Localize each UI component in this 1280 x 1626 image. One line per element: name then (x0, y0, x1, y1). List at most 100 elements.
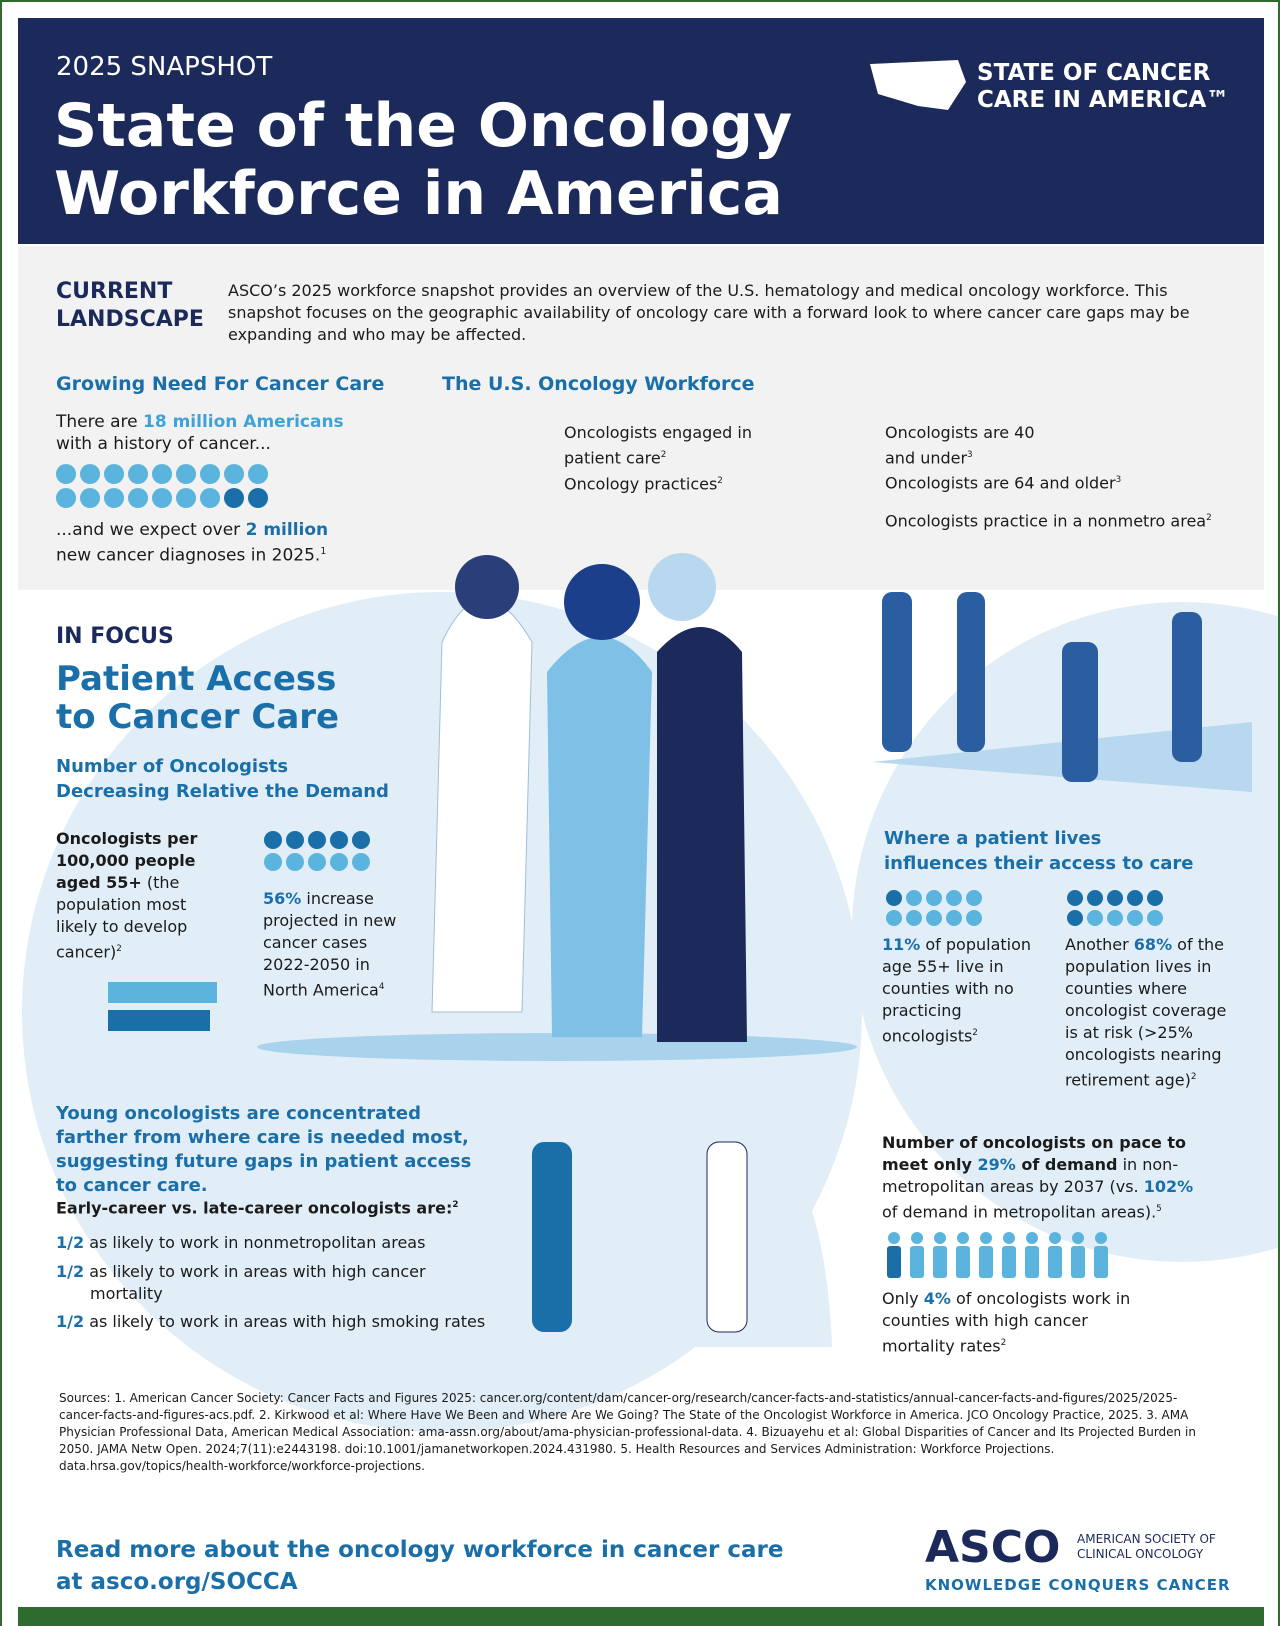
dot (352, 831, 370, 849)
stat-text: ...and we expect over 2 million new canc… (56, 519, 356, 567)
header-band (18, 18, 1264, 244)
person-icon (956, 1246, 970, 1278)
title-line: State of the Oncology (54, 91, 793, 161)
dot (224, 464, 244, 484)
cta-line: at asco.org/SOCCA (56, 1569, 298, 1595)
dot (1095, 1232, 1107, 1244)
title-line: influences their access to care (884, 853, 1194, 874)
section-heading: CURRENT LANDSCAPE (56, 278, 204, 334)
text: increase projected in new cancer cases 2… (263, 889, 397, 1000)
dot (1087, 910, 1103, 926)
text: with a history of cancer... (56, 434, 271, 454)
text: Oncologists are 64 and older (885, 473, 1116, 493)
young-oncologist (532, 1142, 572, 1332)
stat-text: Another 68% of the population lives in c… (1065, 934, 1235, 1091)
dot (1067, 890, 1083, 906)
lead: Early-career vs. late-career oncologists… (56, 1194, 458, 1219)
dot (128, 464, 148, 484)
text: as likely to work in areas with high smo… (89, 1312, 486, 1331)
bar (108, 982, 217, 1003)
text: of population age 55+ live in counties w… (882, 935, 1032, 1046)
dot (1067, 910, 1083, 926)
bold-text: of demand (1015, 1155, 1118, 1174)
dot (264, 831, 282, 849)
footnote: 3 (1115, 475, 1122, 485)
dot (152, 464, 172, 484)
landscape-band (18, 246, 1264, 590)
bold-text: Oncologists per 100,000 people aged 55+ (56, 829, 198, 892)
floor (257, 1033, 857, 1061)
dot (104, 464, 124, 484)
dot (152, 488, 172, 508)
dot (1107, 890, 1123, 906)
title-line: Where a patient lives (884, 828, 1102, 849)
dot (308, 853, 326, 871)
dot (926, 910, 942, 926)
dot (248, 488, 268, 508)
person-icon (933, 1246, 947, 1278)
footnote: 2 (1206, 513, 1212, 523)
dot (1127, 890, 1143, 906)
ratio: 1/2 (56, 1233, 85, 1252)
footnote: 2 (1000, 1338, 1007, 1348)
stat-label: Oncologists engaged in patient care2 (564, 422, 764, 469)
dot (911, 1232, 923, 1244)
text: Only (882, 1289, 924, 1308)
dot (906, 910, 922, 926)
dot (80, 464, 100, 484)
dot (200, 464, 220, 484)
text: ...and we expect over (56, 520, 246, 540)
dot (1026, 1232, 1038, 1244)
text: Another (1065, 935, 1134, 954)
ratio: 1/2 (56, 1262, 85, 1281)
stat-label: Oncologists are 40 and under3 (885, 422, 1065, 469)
highlight: 2 million (245, 520, 329, 540)
subheading: Growing Need For Cancer Care (56, 373, 385, 395)
dot (1147, 890, 1163, 906)
person-icon (1094, 1246, 1108, 1278)
list-item: 1/2 as likely to work in areas with high… (56, 1311, 501, 1333)
person-icon (1025, 1246, 1039, 1278)
dot (308, 831, 326, 849)
dot (286, 853, 304, 871)
highlight: 29% (977, 1155, 1016, 1174)
dot (330, 831, 348, 849)
patient-head (564, 564, 640, 640)
tagline: KNOWLEDGE CONQUERS CANCER (925, 1576, 1231, 1594)
dot (56, 464, 76, 484)
call-to-action: Read more about the oncology workforce i… (56, 1534, 783, 1598)
text: of demand in metropolitan areas). (882, 1202, 1157, 1222)
list-item: 1/2 as likely to work in nonmetropolitan… (56, 1232, 501, 1254)
footnote: 4 (378, 982, 385, 992)
footer-band (18, 1607, 1264, 1626)
footnote: 2 (660, 450, 667, 460)
footnote: 2 (717, 476, 723, 486)
dot (200, 488, 220, 508)
logo-line: CARE IN AMERICA™ (977, 87, 1230, 113)
dot (248, 464, 268, 484)
logo-line: STATE OF CANCER (977, 60, 1211, 86)
bar (108, 1010, 211, 1031)
stat-text: Number of oncologists on pace to meet on… (882, 1132, 1212, 1223)
subheading: Young oncologists are concentrated farth… (56, 1103, 472, 1196)
dot (286, 831, 304, 849)
section-heading: IN FOCUS (56, 624, 174, 649)
dot (906, 890, 922, 906)
dot (128, 488, 148, 508)
bold-text: Number of oncologists on pace to meet on… (882, 1133, 1187, 1174)
text: as likely to work in nonmetropolitan are… (89, 1233, 426, 1252)
ratio: 1/2 (56, 1312, 85, 1331)
footnote: 5 (1156, 1204, 1162, 1214)
dot (966, 910, 982, 926)
footnote: 2 (1190, 1072, 1197, 1082)
companion (657, 627, 747, 1042)
focus-title: Patient Access to Cancer Care (56, 660, 339, 736)
text: Oncologists practice in a nonmetro area (885, 511, 1207, 531)
highlight: 68% (1133, 935, 1173, 954)
list-item: 1/2 as likely to work in areas with high… (56, 1261, 501, 1305)
footnote: 2 (452, 1200, 459, 1210)
companion-head (648, 553, 716, 621)
person-icon (1002, 1246, 1016, 1278)
